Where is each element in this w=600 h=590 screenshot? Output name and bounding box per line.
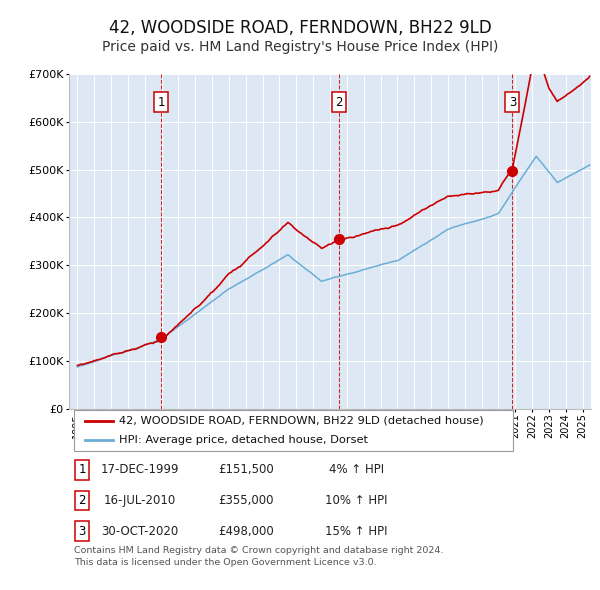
Text: Contains HM Land Registry data © Crown copyright and database right 2024.
This d: Contains HM Land Registry data © Crown c…	[74, 546, 443, 567]
FancyBboxPatch shape	[74, 410, 513, 451]
Text: £355,000: £355,000	[219, 494, 274, 507]
Text: 2: 2	[78, 494, 86, 507]
Text: 4% ↑ HPI: 4% ↑ HPI	[329, 464, 383, 477]
Text: Price paid vs. HM Land Registry's House Price Index (HPI): Price paid vs. HM Land Registry's House …	[102, 40, 498, 54]
Text: HPI: Average price, detached house, Dorset: HPI: Average price, detached house, Dors…	[119, 435, 368, 445]
Text: 16-JUL-2010: 16-JUL-2010	[103, 494, 176, 507]
Text: 3: 3	[509, 96, 516, 109]
Text: £498,000: £498,000	[218, 525, 274, 537]
Text: 17-DEC-1999: 17-DEC-1999	[100, 464, 179, 477]
Text: 42, WOODSIDE ROAD, FERNDOWN, BH22 9LD (detached house): 42, WOODSIDE ROAD, FERNDOWN, BH22 9LD (d…	[119, 416, 483, 426]
Text: 30-OCT-2020: 30-OCT-2020	[101, 525, 178, 537]
Text: 42, WOODSIDE ROAD, FERNDOWN, BH22 9LD: 42, WOODSIDE ROAD, FERNDOWN, BH22 9LD	[109, 19, 491, 37]
Text: 3: 3	[79, 525, 86, 537]
Text: £151,500: £151,500	[218, 464, 274, 477]
Text: 15% ↑ HPI: 15% ↑ HPI	[325, 525, 388, 537]
Text: 1: 1	[157, 96, 164, 109]
Text: 1: 1	[78, 464, 86, 477]
Text: 2: 2	[335, 96, 343, 109]
Text: 10% ↑ HPI: 10% ↑ HPI	[325, 494, 388, 507]
